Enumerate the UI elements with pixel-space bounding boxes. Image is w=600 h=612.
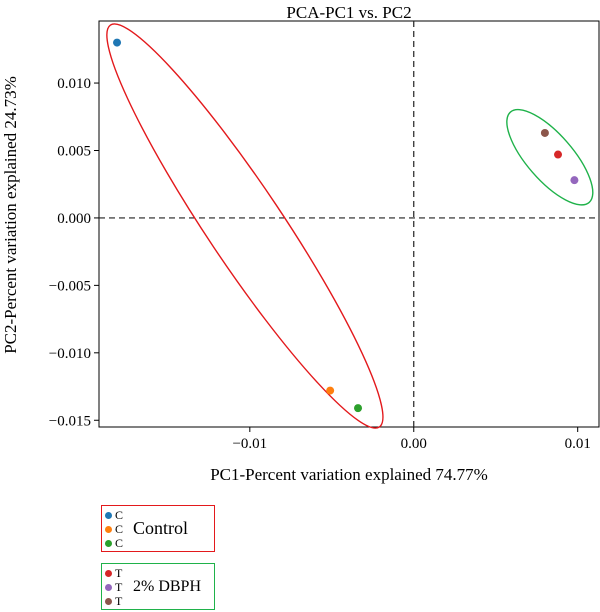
legend-item: C	[105, 508, 123, 522]
control-group-ellipse	[106, 23, 384, 429]
dbph-group-ellipse	[506, 108, 594, 206]
x-tick-label: 0.01	[565, 436, 591, 452]
legend-item: T	[105, 580, 122, 594]
legend-item-label: T	[115, 580, 123, 594]
group-ellipses	[106, 23, 594, 429]
y-tick-label: 0.000	[57, 211, 91, 227]
plot-area-frame	[98, 20, 600, 428]
data-point-t	[554, 150, 563, 159]
legend-control-group: C C C Control	[101, 505, 215, 552]
legend-control-items: C C C	[105, 508, 123, 550]
y-tick-label: 0.010	[57, 76, 91, 92]
legend-item-label: C	[115, 508, 124, 522]
y-tick-label: 0.005	[57, 143, 91, 159]
legend-group-name-dbph: 2% DBPH	[133, 578, 202, 595]
data-point-c	[113, 38, 122, 47]
data-point-c	[354, 404, 363, 413]
x-axis-label: PC1-Percent variation explained 74.77%	[210, 465, 488, 484]
legend-group-name-control: Control	[133, 518, 189, 538]
data-points	[113, 38, 579, 413]
data-point-t	[570, 176, 579, 185]
legend-item: T	[105, 594, 122, 608]
data-point-t	[540, 128, 549, 137]
legend-marker	[105, 525, 112, 533]
chart-title: PCA-PC1 vs. PC2	[286, 3, 411, 22]
y-axis-label: PC2-Percent variation explained 24.73%	[1, 76, 20, 354]
y-tick-label: −0.010	[49, 346, 91, 362]
y-tick-label: −0.005	[49, 278, 91, 294]
legend-marker	[105, 569, 112, 577]
y-axis-ticks: −0.015 −0.010 −0.005 0.000 0.005 0.010	[49, 76, 99, 429]
legend-item-label: C	[115, 536, 124, 550]
legend-dbph-items: T T T	[105, 566, 122, 608]
legend-marker	[105, 597, 112, 605]
legend-marker	[105, 539, 112, 547]
x-tick-label: 0.00	[401, 436, 427, 452]
legend-marker	[105, 583, 112, 591]
legend-item-label: T	[115, 594, 123, 608]
x-tick-label: −0.01	[232, 436, 267, 452]
legend-item-label: T	[115, 566, 123, 580]
x-axis-ticks: −0.01 0.00 0.01	[232, 427, 591, 452]
legend-item-label: C	[115, 522, 124, 536]
legend-marker	[105, 511, 112, 519]
pca-chart: PCA-PC1 vs. PC2 −0.01 0.00 0.01 −0.015−0.0…	[1, 3, 600, 484]
legend-dbph-group: T T T 2% DBPH	[101, 563, 215, 610]
y-tick-label: −0.015	[49, 413, 91, 429]
legend-item: T	[105, 566, 122, 580]
data-point-c	[326, 386, 335, 395]
legend-item: C	[105, 522, 123, 536]
reference-lines	[99, 21, 599, 427]
legend-item: C	[105, 536, 123, 550]
